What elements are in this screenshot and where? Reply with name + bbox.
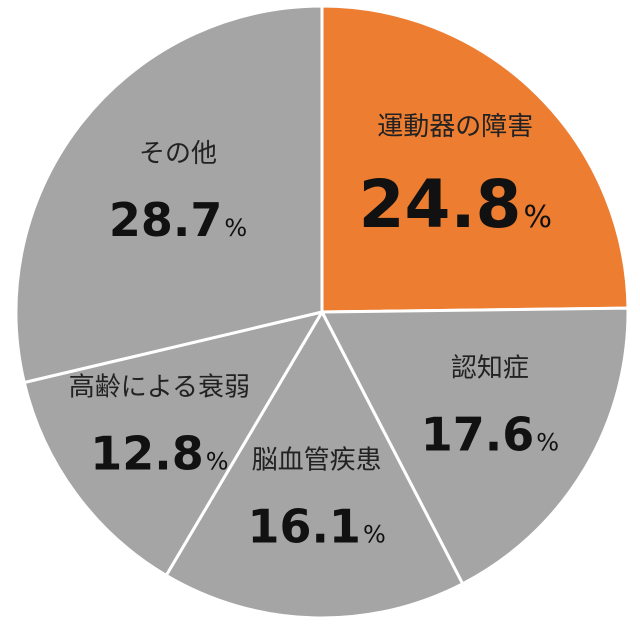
slice-value-unit-0: % bbox=[523, 200, 552, 235]
slice-label-4: その他 bbox=[139, 139, 217, 169]
slice-label-0: 運動器の障害 bbox=[377, 112, 533, 142]
pie-slice-2 bbox=[164, 310, 465, 620]
slice-value-3: 12.8% bbox=[90, 427, 228, 481]
slice-value-unit-4: % bbox=[224, 214, 247, 242]
pie-slices bbox=[14, 4, 630, 620]
slice-label-2: 脳血管疾患 bbox=[252, 446, 382, 476]
slice-value-number-0: 24.8 bbox=[359, 166, 522, 243]
pie-slice-4 bbox=[14, 4, 324, 384]
slice-value-number-2: 16.1 bbox=[247, 500, 361, 554]
pie-slice-1 bbox=[320, 306, 630, 586]
slice-label-3: 高齢による衰弱 bbox=[69, 373, 250, 403]
slice-value-unit-2: % bbox=[363, 521, 386, 549]
slice-value-number-3: 12.8 bbox=[90, 427, 204, 481]
slice-value-2: 16.1% bbox=[247, 500, 385, 554]
slice-value-unit-3: % bbox=[206, 448, 229, 476]
slice-value-number-1: 17.6 bbox=[421, 408, 535, 462]
slice-value-0: 24.8% bbox=[359, 166, 552, 243]
pie-slice-3 bbox=[22, 310, 324, 577]
slice-value-number-4: 28.7 bbox=[109, 193, 223, 247]
slice-value-unit-1: % bbox=[536, 429, 559, 457]
slice-value-4: 28.7% bbox=[109, 193, 247, 247]
slice-label-1: 認知症 bbox=[451, 354, 529, 384]
pie-slice-0 bbox=[320, 4, 630, 314]
pie-labels: 運動器の障害 24.8% 認知症 17.6% 脳血管疾患 16.1% 高齢による衰弱 12.8… bbox=[69, 112, 559, 554]
slice-value-1: 17.6% bbox=[421, 408, 559, 462]
